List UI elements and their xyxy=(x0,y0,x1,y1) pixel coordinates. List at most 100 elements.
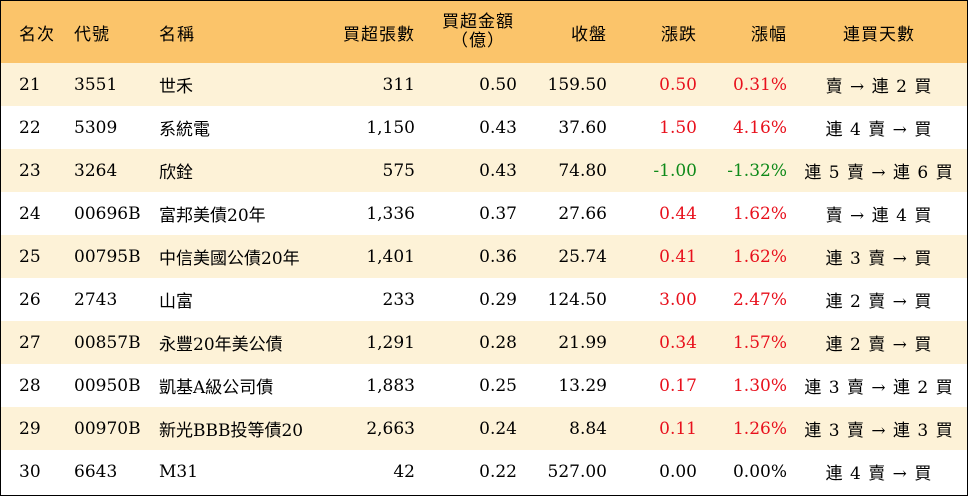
cell-close: 124.50 xyxy=(547,289,607,310)
cell-close: 159.50 xyxy=(547,74,607,95)
cell-change-pct: 0.00% xyxy=(732,461,787,482)
header-amount-line2: （億） xyxy=(451,31,505,51)
cell-change: 0.34 xyxy=(659,332,697,353)
cell-streak: 連 2 賣 → 買 xyxy=(825,335,933,355)
cell-name: 系統電 xyxy=(159,120,210,140)
cell-rank: 24 xyxy=(19,203,41,224)
cell-net-buy-amount: 0.22 xyxy=(479,461,517,482)
cell-name: 世禾 xyxy=(159,77,193,97)
header-change-pct: 漲幅 xyxy=(751,24,787,45)
cell-close: 25.74 xyxy=(558,246,607,267)
cell-change-pct: 2.47% xyxy=(732,289,787,310)
cell-net-buy-qty: 1,291 xyxy=(366,332,415,353)
header-code: 代號 xyxy=(74,24,110,45)
table-row: 26 2743 山富 233 0.29 124.50 3.00 2.47% 連 2 賣 → 買 xyxy=(1,278,967,321)
cell-net-buy-qty: 1,401 xyxy=(366,246,415,267)
cell-rank: 26 xyxy=(19,289,41,310)
cell-net-buy-qty: 2,663 xyxy=(366,418,415,439)
cell-code: 3551 xyxy=(74,74,118,95)
cell-net-buy-qty: 233 xyxy=(382,289,415,310)
cell-rank: 21 xyxy=(19,74,41,95)
cell-rank: 29 xyxy=(19,418,41,439)
cell-rank: 27 xyxy=(19,332,41,353)
cell-change: 0.44 xyxy=(659,203,697,224)
cell-streak: 連 4 賣 → 買 xyxy=(825,464,933,484)
cell-change: 0.11 xyxy=(659,418,697,439)
cell-close: 527.00 xyxy=(547,461,607,482)
cell-rank: 23 xyxy=(19,160,41,181)
cell-net-buy-amount: 0.43 xyxy=(479,117,517,138)
cell-change: 0.41 xyxy=(659,246,697,267)
cell-streak: 連 3 賣 → 連 2 買 xyxy=(804,378,954,398)
cell-name: 富邦美債20年 xyxy=(159,206,266,226)
table-header: 名次 代號 名稱 買超張數 買超金額 （億） 收盤 漲跌 漲幅 連買天數 xyxy=(1,1,967,63)
cell-code: 00950B xyxy=(74,375,141,396)
cell-close: 74.80 xyxy=(558,160,607,181)
header-amount-line1: 買超金額 xyxy=(442,12,514,32)
cell-net-buy-amount: 0.25 xyxy=(479,375,517,396)
cell-change: 0.00 xyxy=(659,461,697,482)
cell-code: 00857B xyxy=(74,332,141,353)
table-row: 29 00970B 新光BBB投等債20 2,663 0.24 8.84 0.11 1.26%… xyxy=(1,407,967,450)
cell-net-buy-qty: 575 xyxy=(382,160,415,181)
header-net-buy-amount: 買超金額 （億） xyxy=(431,1,525,63)
cell-rank: 28 xyxy=(19,375,41,396)
header-net-buy-qty: 買超張數 xyxy=(343,24,415,45)
cell-code: 00696B xyxy=(74,203,141,224)
cell-streak: 連 2 賣 → 買 xyxy=(825,292,933,312)
table-row: 21 3551 世禾 311 0.50 159.50 0.50 0.31% 賣 → 連 2 買 xyxy=(1,63,967,106)
table-row: 22 5309 系統電 1,150 0.43 37.60 1.50 4.16% 連 4 賣 → … xyxy=(1,106,967,149)
cell-streak: 賣 → 連 2 買 xyxy=(825,77,933,97)
cell-name: 凱基A級公司債 xyxy=(159,378,274,398)
cell-close: 13.29 xyxy=(558,375,607,396)
table-row: 30 6643 M31 42 0.22 527.00 0.00 0.00% 連 4 賣 → 買 xyxy=(1,450,967,493)
cell-change-pct: 1.62% xyxy=(732,203,787,224)
cell-close: 37.60 xyxy=(558,117,607,138)
cell-net-buy-amount: 0.50 xyxy=(479,74,517,95)
cell-net-buy-qty: 42 xyxy=(393,461,415,482)
cell-rank: 25 xyxy=(19,246,41,267)
table-row: 25 00795B 中信美國公債20年 1,401 0.36 25.74 0.41 1.62%… xyxy=(1,235,967,278)
cell-rank: 30 xyxy=(19,461,41,482)
cell-close: 21.99 xyxy=(558,332,607,353)
cell-name: 中信美國公債20年 xyxy=(159,249,300,269)
cell-change: 0.17 xyxy=(659,375,697,396)
cell-streak: 連 3 賣 → 連 3 買 xyxy=(804,421,954,441)
table-row: 24 00696B 富邦美債20年 1,336 0.37 27.66 0.44 1.62% 賣 … xyxy=(1,192,967,235)
table-row: 27 00857B 永豐20年美公債 1,291 0.28 21.99 0.34 1.57% 連… xyxy=(1,321,967,364)
cell-change-pct: 1.30% xyxy=(732,375,787,396)
cell-change-pct: 1.62% xyxy=(732,246,787,267)
cell-change-pct: 0.31% xyxy=(732,74,787,95)
cell-code: 5309 xyxy=(74,117,118,138)
cell-streak: 賣 → 連 4 買 xyxy=(825,206,933,226)
header-name: 名稱 xyxy=(159,24,195,45)
header-streak: 連買天數 xyxy=(843,24,915,45)
cell-code: 00970B xyxy=(74,418,141,439)
cell-change-pct: -1.32% xyxy=(727,160,787,181)
cell-change: -1.00 xyxy=(653,160,697,181)
cell-streak: 連 3 賣 → 買 xyxy=(825,249,933,269)
cell-net-buy-amount: 0.37 xyxy=(479,203,517,224)
cell-change-pct: 1.26% xyxy=(732,418,787,439)
cell-name: M31 xyxy=(159,461,199,482)
cell-code: 00795B xyxy=(74,246,141,267)
cell-name: 欣銓 xyxy=(159,163,193,183)
header-change: 漲跌 xyxy=(661,24,697,45)
cell-code: 2743 xyxy=(74,289,118,310)
cell-net-buy-qty: 311 xyxy=(382,74,415,95)
cell-net-buy-qty: 1,336 xyxy=(366,203,415,224)
cell-net-buy-amount: 0.29 xyxy=(479,289,517,310)
cell-change-pct: 4.16% xyxy=(732,117,787,138)
cell-code: 6643 xyxy=(74,461,118,482)
cell-net-buy-qty: 1,883 xyxy=(366,375,415,396)
table-row: 23 3264 欣銓 575 0.43 74.80 -1.00 -1.32% 連 5 賣 → 連… xyxy=(1,149,967,192)
table-row: 28 00950B 凱基A級公司債 1,883 0.25 13.29 0.17 1.30% 連 … xyxy=(1,364,967,407)
cell-net-buy-amount: 0.28 xyxy=(479,332,517,353)
cell-name: 永豐20年美公債 xyxy=(159,335,283,355)
cell-rank: 22 xyxy=(19,117,41,138)
cell-change-pct: 1.57% xyxy=(732,332,787,353)
cell-name: 新光BBB投等債20 xyxy=(159,421,304,441)
cell-name: 山富 xyxy=(159,292,193,312)
cell-streak: 連 5 賣 → 連 6 買 xyxy=(804,163,954,183)
